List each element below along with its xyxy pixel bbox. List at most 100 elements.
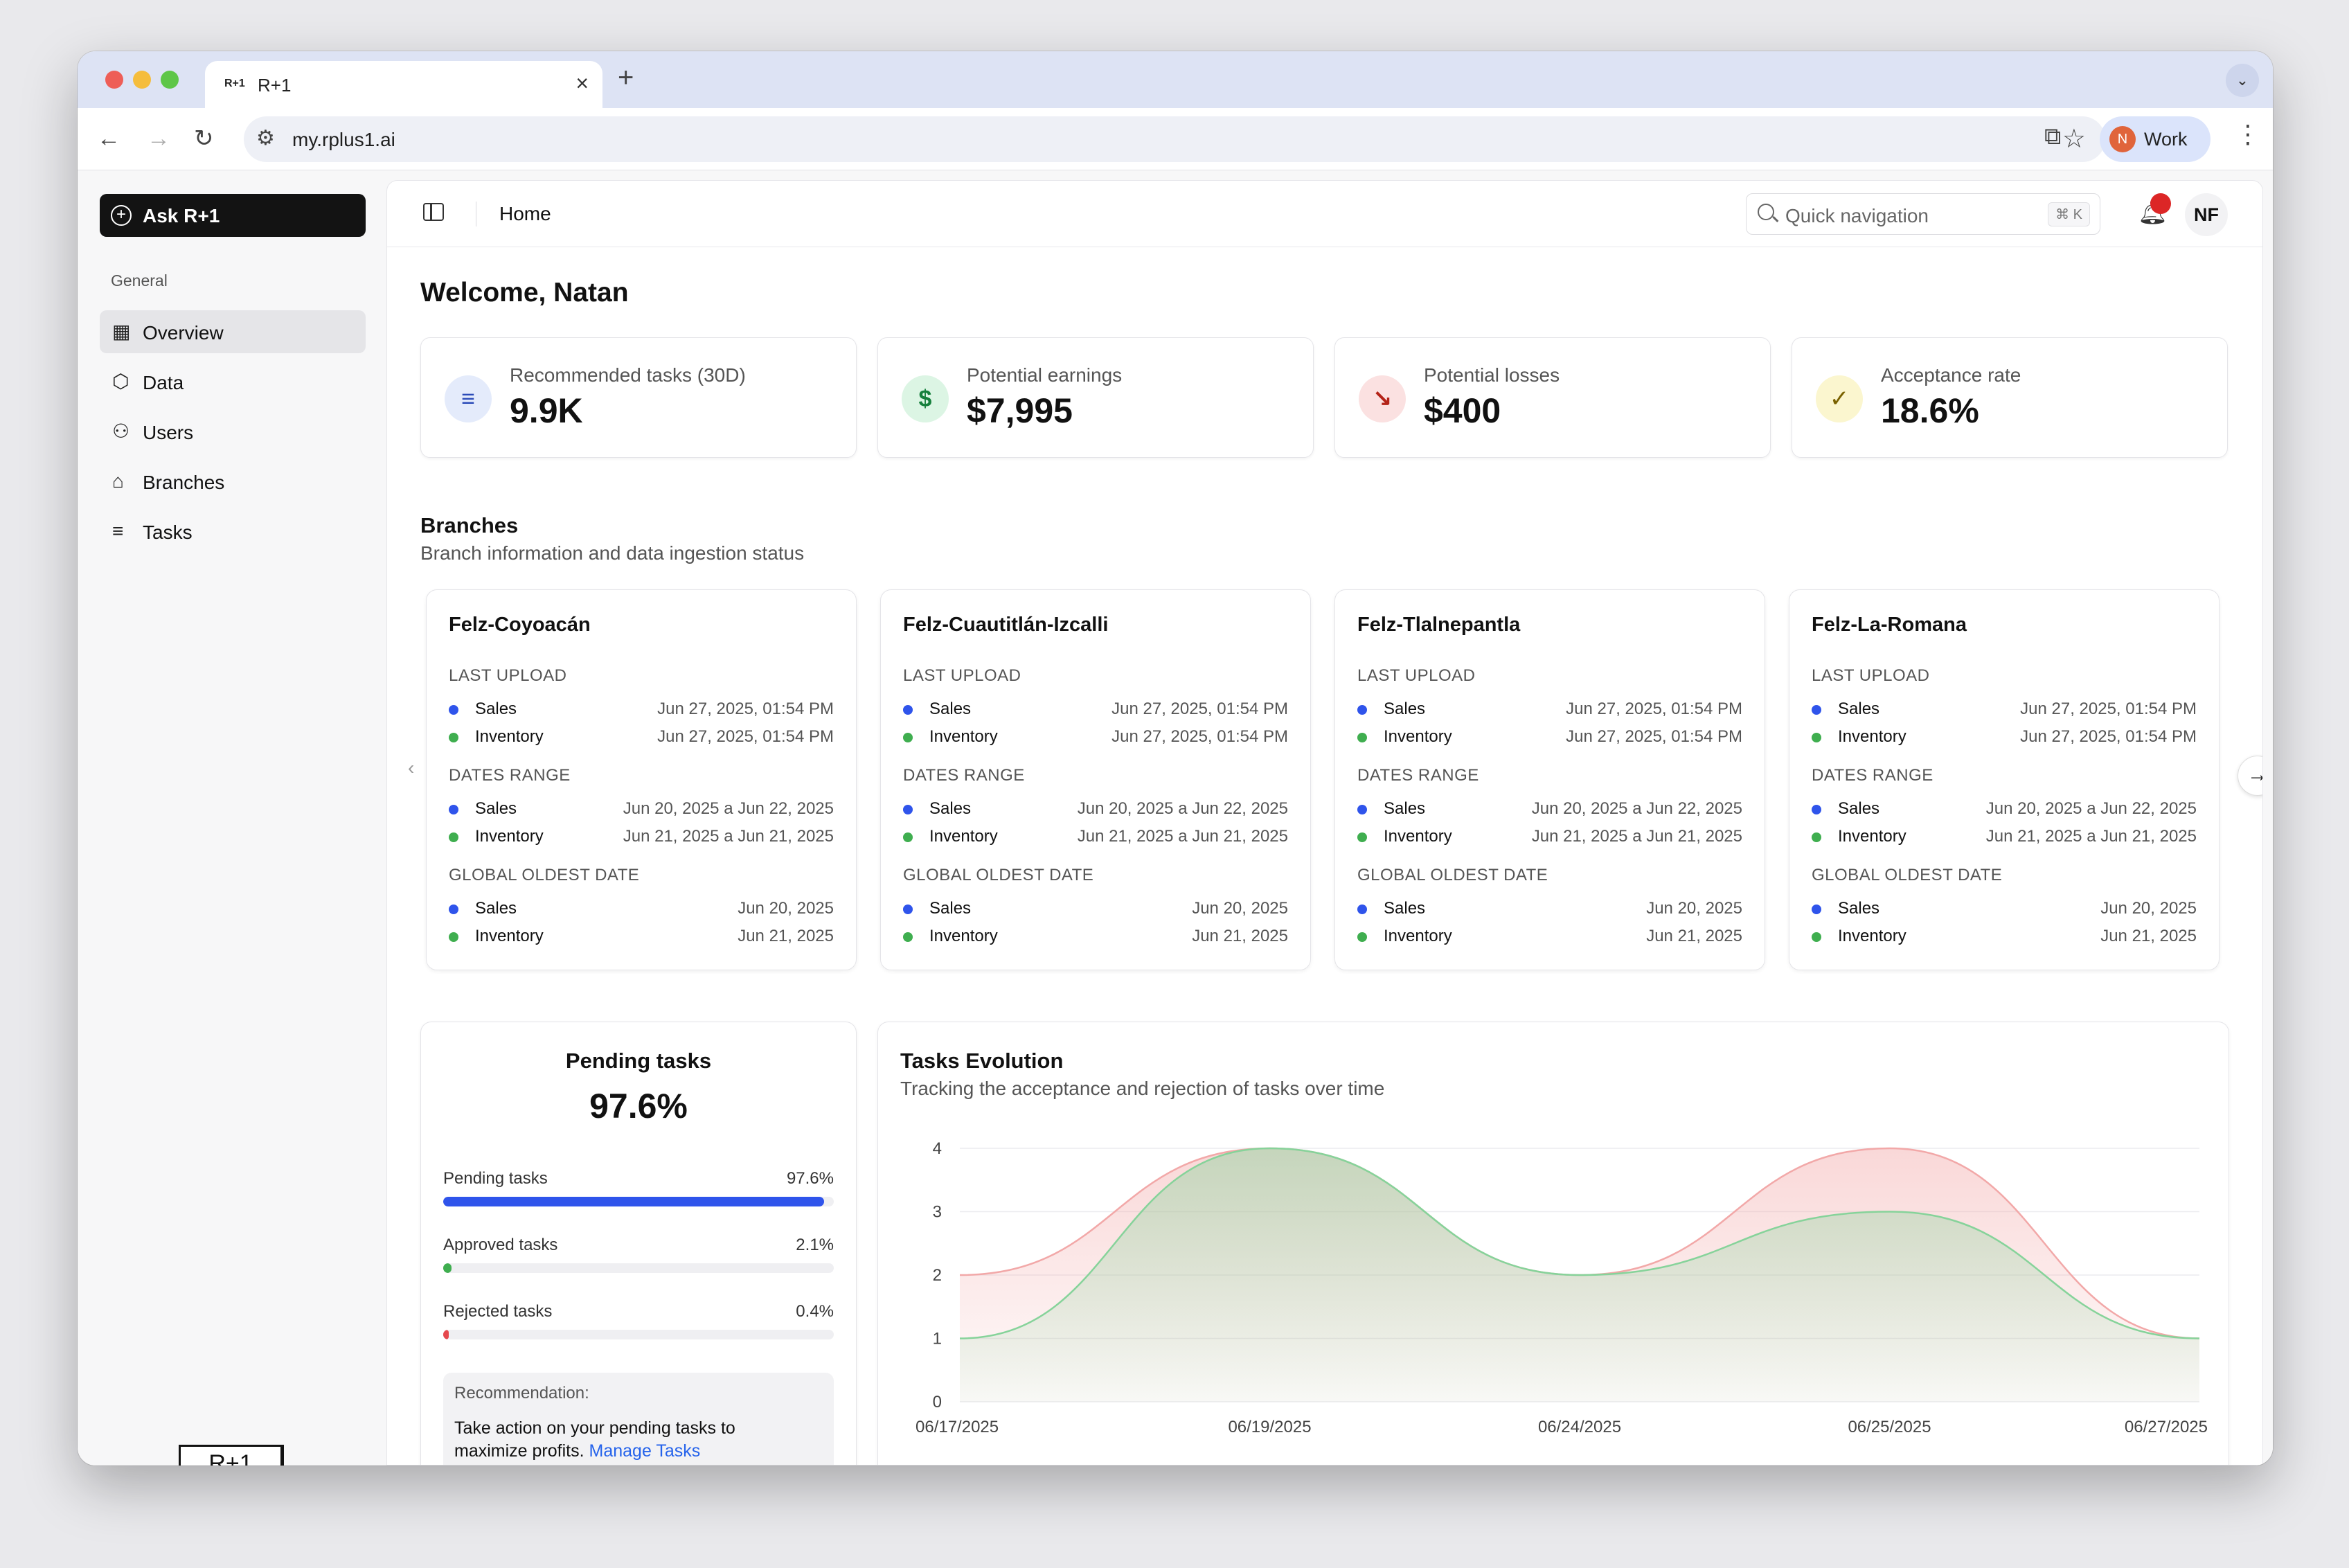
branch-row-inventory: Inventory Jun 21, 2025 (1812, 927, 2197, 947)
branch-row-inventory: Inventory Jun 21, 2025 (903, 927, 1288, 947)
branch-row-value: Jun 21, 2025 a Jun 21, 2025 (623, 827, 834, 846)
reload-icon[interactable]: ↻ (194, 125, 214, 152)
sidebar-item-users[interactable]: ⚇ Users (100, 410, 366, 453)
branch-section-label: LAST UPLOAD (903, 666, 1021, 685)
branch-section-label: DATES RANGE (449, 766, 571, 785)
address-url[interactable]: my.rplus1.ai (292, 129, 395, 150)
tab-strip: R+1 R+1 × + ⌄ (78, 51, 2273, 108)
tab-favicon: R+1 (224, 78, 245, 89)
branch-row-label: Inventory (1384, 727, 1452, 746)
list-check-icon: ≡ (445, 375, 492, 422)
branch-row-value: Jun 21, 2025 (738, 927, 834, 945)
quick-navigation-input[interactable]: Quick navigation ⌘ K (1746, 193, 2100, 235)
site-settings-icon[interactable]: ⚙ (256, 127, 275, 150)
check-circle-icon: ✓ (1816, 375, 1863, 422)
tab-search-chevron-icon[interactable]: ⌄ (2226, 64, 2259, 97)
evolution-subtitle: Tracking the acceptance and rejection of… (900, 1078, 1385, 1099)
keyboard-shortcut-badge: ⌘ K (2048, 202, 2090, 226)
branch-row-value: Jun 21, 2025 (1646, 927, 1742, 945)
carousel-next-icon[interactable]: → (2238, 756, 2262, 796)
branch-name: Felz-Tlalnepantla (1357, 614, 1521, 636)
branch-row-inventory: Inventory Jun 21, 2025 a Jun 21, 2025 (1812, 827, 2197, 848)
branch-row-value: Jun 27, 2025, 01:54 PM (657, 700, 834, 718)
profile-button[interactable]: N Work (2100, 116, 2210, 162)
branch-row-sales: Sales Jun 20, 2025 a Jun 22, 2025 (903, 799, 1288, 820)
ask-button[interactable]: + Ask R+1 (100, 194, 366, 237)
kpi-value: $7,995 (967, 391, 1073, 430)
branch-row-label: Inventory (1838, 727, 1906, 746)
recommendation-text: Take action on your pending tasks to max… (454, 1417, 780, 1463)
branch-card[interactable]: Felz-Tlalnepantla LAST UPLOAD Sales Jun 27,… (1334, 589, 1765, 970)
branch-card[interactable]: Felz-Cuautitlán-Izcalli LAST UPLOAD Sales J… (880, 589, 1311, 970)
sidebar-section-label: General (111, 271, 168, 289)
brand-logo: R+1 (179, 1445, 284, 1465)
minimize-window-button[interactable] (133, 71, 151, 89)
sidebar-toggle-icon[interactable] (423, 203, 444, 221)
kpi-card-potential-earnings: $ Potential earnings $7,995 (877, 337, 1314, 458)
manage-tasks-link[interactable]: Manage Tasks (589, 1441, 701, 1461)
branch-row-sales: Sales Jun 27, 2025, 01:54 PM (449, 700, 834, 720)
branch-row-value: Jun 27, 2025, 01:54 PM (657, 727, 834, 746)
branch-row-sales: Sales Jun 20, 2025 (1812, 899, 2197, 920)
sidebar-item-data[interactable]: ⬡ Data (100, 360, 366, 403)
extensions-puzzle-icon[interactable]: ⧉ (2044, 123, 2062, 150)
app-root: + Ask R+1 General ▦ Overview ⬡ Data ⚇ Us… (78, 170, 2273, 1465)
series-0-line[interactable] (959, 1147, 2200, 1339)
top-bar: Home Quick navigation ⌘ K 🔔︎ NF (387, 181, 2262, 247)
recommendation-body: Take action on your pending tasks to max… (454, 1418, 735, 1461)
sidebar-item-branches[interactable]: ⌂ Branches (100, 460, 366, 503)
sales-status-dot (449, 905, 458, 914)
kpi-card-acceptance-rate: ✓ Acceptance rate 18.6% (1792, 337, 2228, 458)
progress-track (443, 1263, 834, 1273)
branch-row-value: Jun 20, 2025 (1646, 899, 1742, 918)
new-tab-button[interactable]: + (618, 62, 634, 93)
maximize-window-button[interactable] (161, 71, 179, 89)
branches-subtitle: Branch information and data ingestion st… (420, 542, 805, 564)
forward-arrow-icon[interactable]: → (147, 125, 170, 152)
sidebar-item-overview[interactable]: ▦ Overview (100, 310, 366, 353)
sales-status-dot (903, 805, 913, 814)
sidebar-item-tasks[interactable]: ≡ Tasks (100, 510, 366, 553)
kpi-card-recommended-tasks: ≡ Recommended tasks (30D) 9.9K (420, 337, 857, 458)
carousel-prev-icon[interactable]: ‹ (408, 757, 415, 778)
tasks-evolution-chart: 0 1 2 3 4 06/17/2025 06/19/2025 06/24/2025 06/25… (916, 1139, 2208, 1436)
close-window-button[interactable] (105, 71, 123, 89)
store-icon: ⌂ (112, 470, 124, 492)
browser-menu-icon[interactable]: ⋮ (2235, 120, 2260, 148)
branch-card[interactable]: Felz-La-Romana LAST UPLOAD Sales Jun 27, 20… (1789, 589, 2220, 970)
branch-row-inventory: Inventory Jun 21, 2025 (449, 927, 834, 947)
inventory-status-dot (1357, 932, 1367, 942)
sidebar-item-label: Data (143, 372, 184, 393)
x-tick-label: 06/17/2025 (916, 1418, 999, 1436)
browser-toolbar: ← → ↻ ⚙ my.rplus1.ai ☆ ⧉ N Work ⋮ (78, 108, 2273, 170)
branch-row-label: Sales (475, 799, 517, 818)
branch-row-inventory: Inventory Jun 27, 2025, 01:54 PM (1812, 727, 2197, 748)
browser-tab[interactable]: R+1 R+1 × (205, 61, 602, 108)
profile-avatar: N (2109, 126, 2136, 152)
branch-row-inventory: Inventory Jun 27, 2025, 01:54 PM (449, 727, 834, 748)
branch-row-value: Jun 20, 2025 a Jun 22, 2025 (1077, 799, 1288, 818)
progress-fill (443, 1263, 452, 1273)
branch-row-sales: Sales Jun 27, 2025, 01:54 PM (1357, 700, 1742, 720)
branch-row-label: Sales (1838, 799, 1880, 818)
branch-row-value: Jun 20, 2025 (2100, 899, 2197, 918)
inventory-status-dot (903, 733, 913, 742)
branch-row-label: Inventory (475, 727, 544, 746)
kpi-label: Recommended tasks (30D) (510, 364, 746, 386)
branch-row-label: Sales (929, 700, 972, 718)
bookmark-star-icon[interactable]: ☆ (2062, 125, 2086, 154)
recommendation-box: Recommendation: Take action on your pend… (443, 1373, 834, 1465)
close-tab-icon[interactable]: × (575, 71, 589, 96)
branch-row-value: Jun 27, 2025, 01:54 PM (2020, 700, 2197, 718)
sidebar-item-label: Branches (143, 472, 225, 493)
branch-row-label: Sales (1838, 899, 1880, 918)
branch-section-label: DATES RANGE (1812, 766, 1933, 785)
branch-row-value: Jun 27, 2025, 01:54 PM (1566, 700, 1742, 718)
profile-label: Work (2144, 129, 2188, 150)
branch-card[interactable]: Felz-Coyoacán LAST UPLOAD Sales Jun 27, 202… (426, 589, 857, 970)
back-arrow-icon[interactable]: ← (97, 125, 120, 152)
breadcrumb[interactable]: Home (499, 203, 551, 224)
user-avatar[interactable]: NF (2185, 193, 2228, 236)
y-tick-label: 3 (933, 1203, 942, 1222)
address-bar[interactable]: ⚙ my.rplus1.ai ☆ (244, 116, 2105, 162)
